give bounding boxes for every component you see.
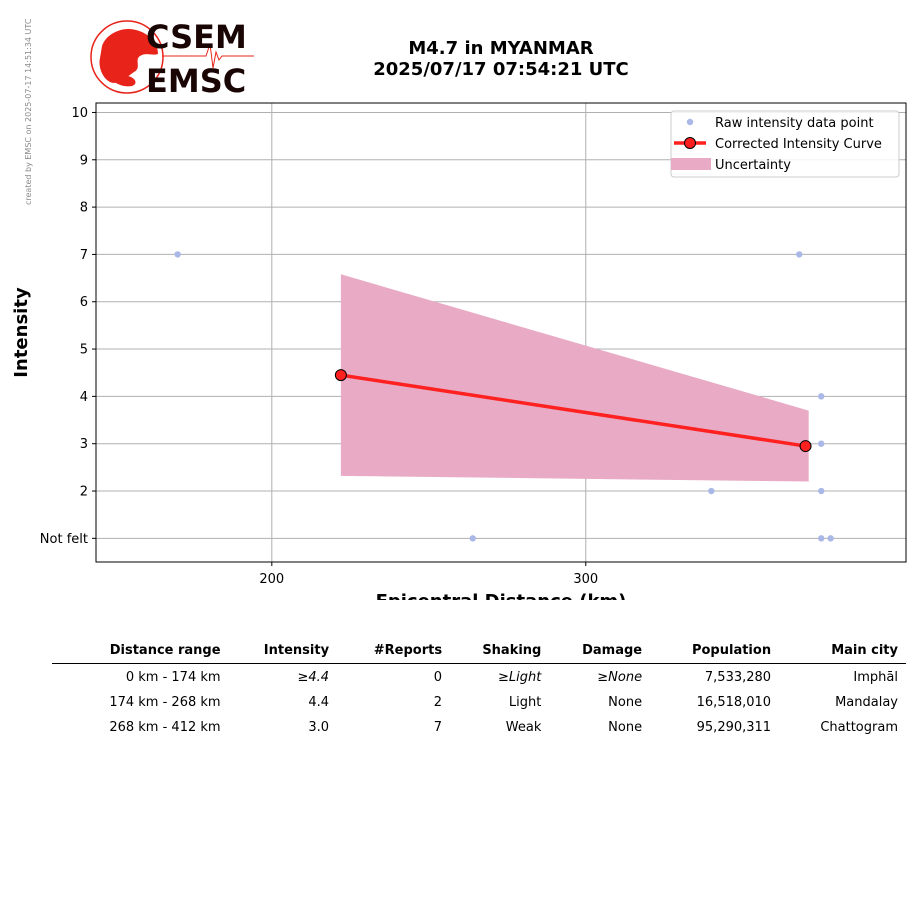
- y-tick-label: 4: [80, 390, 88, 405]
- table-cell: 174 km - 268 km: [109, 694, 221, 710]
- table-cell: 95,290,311: [696, 719, 772, 735]
- table-header-row: Distance range Intensity #Reports Shaking Da…: [52, 640, 906, 664]
- title-line1: M4.7 in MYANMAR: [408, 38, 594, 59]
- raw-data-point: [796, 251, 803, 258]
- table-cell: 7: [433, 719, 443, 735]
- table-cell: Chattogram: [820, 719, 898, 735]
- legend-uncertainty-swatch: [671, 158, 711, 170]
- table-cell: None: [608, 694, 643, 710]
- table-cell: 2: [433, 694, 443, 710]
- table-row: 174 km - 268 km 4.4 2 Light None 16,518,010 Ma…: [52, 689, 906, 714]
- y-tick-label: Not felt: [40, 532, 88, 547]
- table-cell: Imphāl: [853, 669, 898, 685]
- raw-data-point: [708, 487, 715, 495]
- y-tick-label: 10: [71, 106, 88, 121]
- chart-title: M4.7 in MYANMAR 2025/07/17 07:54:21 UTC: [330, 38, 672, 80]
- y-tick-label: 7: [80, 248, 88, 263]
- x-axis-label: Epicentral Distance (km): [376, 591, 627, 600]
- table-cell: Mandalay: [835, 694, 898, 710]
- x-tick-label: 200: [259, 572, 284, 587]
- x-tick-label: 300: [573, 572, 598, 587]
- table-cell: 3.0: [308, 719, 330, 735]
- table-header-cell: #Reports: [337, 640, 451, 664]
- table-header-cell: Intensity: [228, 640, 338, 664]
- table-header-cell: Shaking: [450, 640, 550, 664]
- table-cell: 4.4: [308, 694, 330, 710]
- raw-data-point: [818, 535, 825, 542]
- table-header-cell: Damage: [549, 640, 651, 664]
- logo-line1: CSEM: [146, 18, 247, 56]
- y-tick-label: 6: [80, 295, 88, 310]
- table-cell: Light: [508, 694, 542, 710]
- corrected-intensity-curve: [340, 373, 806, 448]
- table-row: 268 km - 412 km 3.0 7 Weak None 95,290,311 Cha…: [52, 714, 906, 739]
- legend-curve-marker: [684, 137, 696, 149]
- legend-raw-label: Raw intensity data point: [715, 116, 874, 131]
- raw-data-point: [469, 535, 476, 542]
- table-cell: ≥4.4: [297, 669, 330, 685]
- curve-marker: [799, 440, 812, 453]
- y-tick-label: 5: [80, 343, 88, 358]
- legend-box: [670, 110, 900, 178]
- table-cell: 16,518,010: [696, 694, 772, 710]
- raw-data-point: [818, 440, 825, 447]
- plot-frame: [95, 102, 907, 563]
- table-cell: ≥Light: [498, 669, 542, 685]
- raw-data-point: [827, 535, 834, 542]
- legend-raw-marker: [686, 118, 694, 126]
- csem-emsc-logo: CSEM EMSC: [90, 18, 254, 98]
- y-tick-label: 2: [80, 485, 88, 500]
- raw-data-point: [818, 487, 825, 495]
- table-header-cell: Distance range: [52, 640, 229, 664]
- curve-marker: [334, 369, 347, 382]
- y-tick-label: 8: [80, 201, 88, 216]
- table-header-cell: Population: [650, 640, 780, 664]
- table-cell: 268 km - 412 km: [109, 719, 221, 735]
- y-tick-label: 3: [80, 437, 88, 452]
- distance-table: Distance range Intensity #Reports Shaking Da…: [52, 640, 906, 739]
- table-row: 0 km - 174 km ≥4.4 0 ≥Light ≥None 7,533,280 Im…: [52, 664, 906, 690]
- title-line2: 2025/07/17 07:54:21 UTC: [373, 59, 629, 80]
- table-body: 0 km - 174 km ≥4.4 0 ≥Light ≥None 7,533,280 Im…: [52, 664, 906, 740]
- logo-line2: EMSC: [146, 62, 246, 98]
- raw-data-point: [818, 393, 825, 400]
- table-cell: 0 km - 174 km: [125, 669, 221, 685]
- y-axis-label: Intensity: [11, 287, 32, 378]
- table-cell: Weak: [505, 719, 542, 735]
- legend-uncertainty-label: Uncertainty: [715, 158, 791, 173]
- table-cell: 0: [433, 669, 443, 685]
- table-cell: None: [608, 719, 643, 735]
- table-cell: ≥None: [597, 669, 643, 685]
- legend-curve-label: Corrected Intensity Curve: [715, 137, 882, 152]
- table-cell: 7,533,280: [704, 669, 772, 685]
- raw-data-point: [174, 251, 181, 258]
- uncertainty-band: [340, 274, 809, 482]
- table-header-cell: Main city: [779, 640, 906, 664]
- intensity-chart: Not felt 2 3 4 5 6 7 8 9 10 200 300 Epicentral Dista…: [11, 102, 907, 600]
- y-tick-label: 9: [80, 153, 88, 168]
